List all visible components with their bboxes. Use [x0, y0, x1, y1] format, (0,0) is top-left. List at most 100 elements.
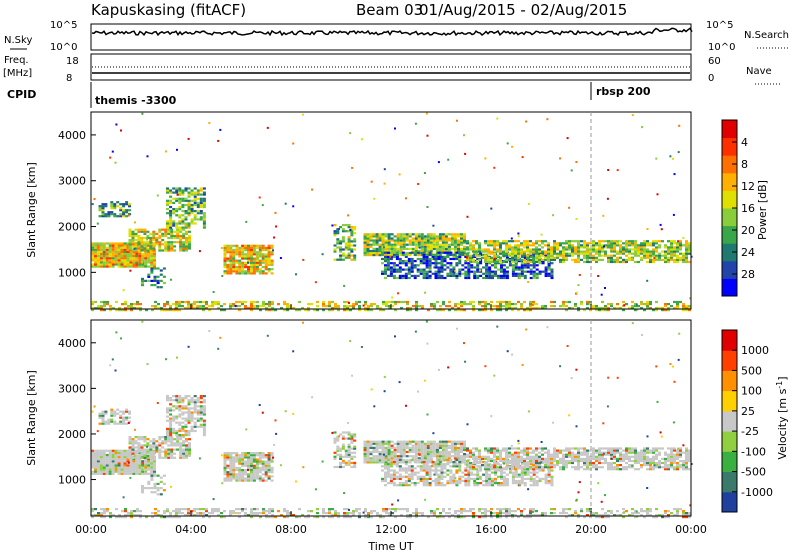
power-cell — [414, 237, 418, 240]
power-cell — [99, 263, 103, 266]
power-cell — [232, 255, 236, 258]
power-cell — [443, 260, 447, 263]
power-cell — [378, 245, 382, 248]
power-cell — [508, 248, 511, 251]
power-cell — [447, 237, 451, 240]
power-cell — [235, 246, 239, 249]
power-cell — [408, 251, 412, 255]
power-cell — [583, 309, 586, 312]
power-cell — [333, 230, 337, 233]
velocity-cell — [538, 479, 542, 483]
power-cell — [150, 261, 154, 264]
power-cell — [190, 218, 194, 221]
power-cell — [652, 244, 655, 247]
velocity-cell — [336, 449, 340, 452]
power-cell — [676, 250, 679, 253]
velocity-cell — [143, 454, 147, 457]
power-cell — [435, 235, 439, 238]
power-cell — [484, 258, 487, 261]
power-cell — [541, 246, 544, 249]
velocity-cell — [463, 461, 466, 464]
power-cell — [241, 261, 245, 264]
velocity-cell — [252, 475, 256, 478]
power-cell — [535, 276, 539, 280]
power-cell — [435, 237, 439, 240]
power-cell — [252, 263, 256, 266]
power-cell — [350, 228, 354, 231]
velocity-cell — [429, 450, 433, 454]
power-cell — [178, 222, 182, 225]
power-cell — [417, 235, 421, 238]
power-cell — [255, 255, 259, 258]
velocity-cell — [226, 475, 230, 478]
power-cell — [352, 303, 355, 306]
velocity-cell — [153, 462, 156, 465]
velocity-cell — [550, 482, 554, 485]
velocity-cell — [123, 456, 127, 459]
velocity-cell — [261, 466, 265, 469]
power-cell — [181, 203, 185, 207]
power-cell — [372, 251, 376, 255]
power-cell — [637, 260, 640, 264]
velocity-cell — [475, 457, 478, 460]
power-cell — [589, 248, 592, 251]
power-cell — [535, 260, 538, 264]
power-cell — [655, 256, 658, 259]
power-cell — [202, 187, 206, 190]
velocity-cell — [123, 453, 127, 457]
power-cell — [437, 272, 441, 275]
power-cell — [241, 251, 245, 254]
power-cell — [458, 270, 462, 273]
velocity-cell — [460, 450, 463, 454]
power-cell — [164, 245, 168, 248]
power-cell — [613, 258, 616, 261]
velocity-cell — [187, 395, 191, 398]
power-cell — [223, 309, 226, 312]
power-cell — [137, 234, 141, 238]
power-cell — [185, 243, 188, 246]
velocity-cell — [467, 473, 471, 476]
velocity-cell — [138, 460, 142, 463]
velocity-cell — [176, 438, 180, 441]
power-cell — [517, 244, 520, 247]
power-cell — [103, 305, 106, 308]
velocity-cell — [457, 457, 460, 460]
power-cell — [404, 262, 408, 265]
power-cell — [393, 249, 397, 253]
velocity-cell — [144, 472, 148, 475]
velocity-cell — [485, 484, 489, 487]
power-cell — [455, 257, 459, 261]
power-cell — [616, 252, 619, 255]
power-cell — [547, 256, 550, 259]
power-cell — [143, 249, 147, 252]
power-cell — [601, 300, 604, 304]
power-cell — [520, 272, 524, 275]
power-cell — [464, 274, 468, 277]
power-cell — [199, 212, 203, 215]
power-cell — [199, 187, 203, 190]
power-cell — [187, 210, 191, 213]
power-cell — [450, 237, 454, 240]
velocity-cell — [339, 453, 343, 456]
velocity-cell — [166, 415, 169, 418]
power-cell — [583, 256, 586, 259]
power-cell — [96, 246, 100, 249]
power-cell — [454, 309, 457, 312]
power-cell — [517, 235, 520, 238]
power-cell — [386, 260, 390, 263]
power-cell — [351, 166, 354, 169]
power-cell — [232, 268, 236, 271]
velocity-cell — [187, 413, 191, 416]
power-cell — [610, 242, 613, 245]
power-cell — [658, 246, 661, 249]
power-cell — [676, 307, 679, 310]
power-cell — [333, 234, 337, 237]
velocity-cell — [120, 464, 124, 467]
cpid-label: CPID — [7, 88, 36, 101]
power-cell — [126, 257, 130, 260]
power-cell — [431, 253, 435, 256]
velocity-cell — [485, 475, 489, 478]
power-cell — [490, 252, 493, 255]
power-cell — [571, 248, 574, 251]
velocity-cell — [131, 448, 135, 451]
